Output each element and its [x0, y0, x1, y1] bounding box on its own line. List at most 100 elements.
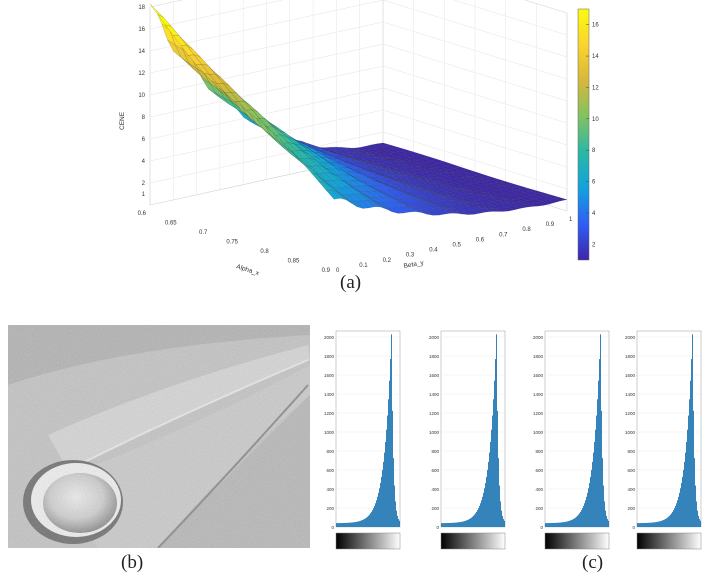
histogram-bar — [484, 488, 485, 527]
histogram-bar — [684, 461, 685, 527]
histogram-bar — [577, 515, 578, 527]
histogram-tick-label: 400 — [326, 487, 334, 492]
histogram-tick-label: 600 — [627, 468, 635, 473]
histogram-tick-label: 600 — [326, 468, 334, 473]
histogram-tick-label: 1200 — [324, 411, 335, 416]
z-tick-label: 8 — [142, 115, 146, 121]
beta-tick-label: 0.9 — [546, 222, 555, 228]
histogram-bar — [606, 515, 607, 527]
histogram-bar — [575, 517, 576, 527]
histogram-tick-label: 1800 — [625, 354, 636, 359]
histogram-bar — [449, 522, 450, 527]
histogram-bar — [558, 522, 559, 527]
histogram-bar — [682, 476, 683, 527]
histogram-bar — [586, 496, 587, 527]
caption-a: (a) — [340, 272, 362, 293]
histogram-bar — [679, 492, 680, 527]
histogram-bar — [384, 452, 385, 527]
histogram-3-plot: 0 200 400 600 800 1000 1200 1400 1600 1800 2000 — [533, 330, 610, 550]
histogram-bar — [399, 520, 400, 527]
histogram-tick-label: 1200 — [533, 411, 544, 416]
histogram-tick-label: 800 — [326, 449, 334, 454]
histogram-bar — [592, 461, 593, 527]
histogram-bar — [456, 522, 457, 527]
histogram-bar — [476, 511, 477, 527]
histogram-bar — [573, 518, 574, 527]
histogram-tick-label: 800 — [431, 449, 439, 454]
histogram-bar — [481, 500, 482, 527]
histogram-bar — [447, 523, 448, 527]
histogram-bar — [443, 523, 444, 527]
histogram-bar — [643, 523, 644, 527]
histogram-bar — [382, 469, 383, 527]
beta-tick-label: 0.3 — [406, 253, 415, 259]
histogram-bar — [554, 522, 555, 527]
histogram-bar — [666, 518, 667, 527]
histogram-bar — [446, 523, 447, 527]
histogram-bar — [471, 517, 472, 527]
beta-axis-ticks: 0 0.1 0.2 0.3 0.4 0.5 0.6 0.7 0.8 0.9 1 — [336, 217, 573, 274]
histogram-bar — [663, 519, 664, 527]
histogram-tick-label: 1000 — [533, 430, 544, 435]
histogram-bar — [450, 522, 451, 527]
histogram-tick-label: 400 — [431, 487, 439, 492]
histogram-bar — [567, 521, 568, 527]
histogram-bar — [604, 501, 605, 527]
histogram-1-plot: 0 200 400 600 800 1000 1200 1400 1600 1800 2000 — [324, 330, 401, 550]
histogram-tick-label: 800 — [535, 449, 543, 454]
histogram-bar — [470, 518, 471, 527]
histogram-bar — [386, 429, 387, 527]
histogram-tick-label: 1000 — [625, 430, 636, 435]
histogram-bar — [674, 508, 675, 527]
histogram-bar — [565, 521, 566, 527]
histogram-tick-label: 1200 — [429, 411, 440, 416]
histogram-bar — [473, 515, 474, 527]
histogram-bar — [466, 520, 467, 527]
histogram-bar — [698, 515, 699, 527]
histogram-bar — [365, 518, 366, 527]
beta-tick-label: 0.1 — [359, 263, 368, 269]
histogram-bar — [349, 522, 350, 527]
beta-axis-label: Beta_y — [403, 259, 425, 270]
histogram-bar — [607, 518, 608, 527]
histogram-2: 0 200 400 600 800 1000 1200 1400 1600 1800 2000 — [425, 329, 507, 551]
histogram-tick-label: 2000 — [625, 335, 636, 340]
histogram-bar — [665, 518, 666, 527]
histogram-tick-label: 1400 — [533, 392, 544, 397]
histogram-bar — [366, 517, 367, 527]
histogram-bar — [570, 520, 571, 527]
histogram-bar — [499, 485, 500, 527]
histogram-bar — [598, 380, 599, 527]
histogram-bar — [482, 496, 483, 527]
histogram-bar — [462, 521, 463, 527]
histogram-bar — [370, 513, 371, 527]
histogram-tick-label: 200 — [431, 506, 439, 511]
histogram-bar — [675, 505, 676, 527]
histogram-bar — [352, 522, 353, 527]
beta-tick-label: 0 — [336, 268, 340, 274]
histogram-bar — [504, 520, 505, 527]
alpha-tick-label: 0.6 — [138, 211, 147, 217]
histogram-bar — [688, 415, 689, 527]
histogram-bar — [697, 510, 698, 527]
histogram-tick-label: 1400 — [429, 392, 440, 397]
histogram-bar — [337, 523, 338, 527]
histogram-tick-label: 1600 — [533, 373, 544, 378]
histogram-bar — [673, 510, 674, 527]
z-gridline — [149, 0, 568, 58]
beta-tick-label: 1 — [569, 217, 573, 223]
z-tick-label: 4 — [142, 159, 146, 165]
histogram-bar — [483, 492, 484, 527]
histogram-bar — [591, 469, 592, 527]
histogram-bar — [669, 515, 670, 527]
histogram-bar — [388, 399, 389, 527]
alpha-axis-label: Alpha_x — [235, 263, 260, 277]
histogram-bar — [656, 522, 657, 527]
colorbar-tick-label: 6 — [592, 180, 596, 186]
histogram-bar — [345, 522, 346, 527]
beta-tick-label: 0.2 — [383, 258, 392, 264]
histogram-bar — [694, 458, 695, 527]
histogram-bar — [576, 516, 577, 527]
z-tick-label: 12 — [138, 71, 145, 77]
